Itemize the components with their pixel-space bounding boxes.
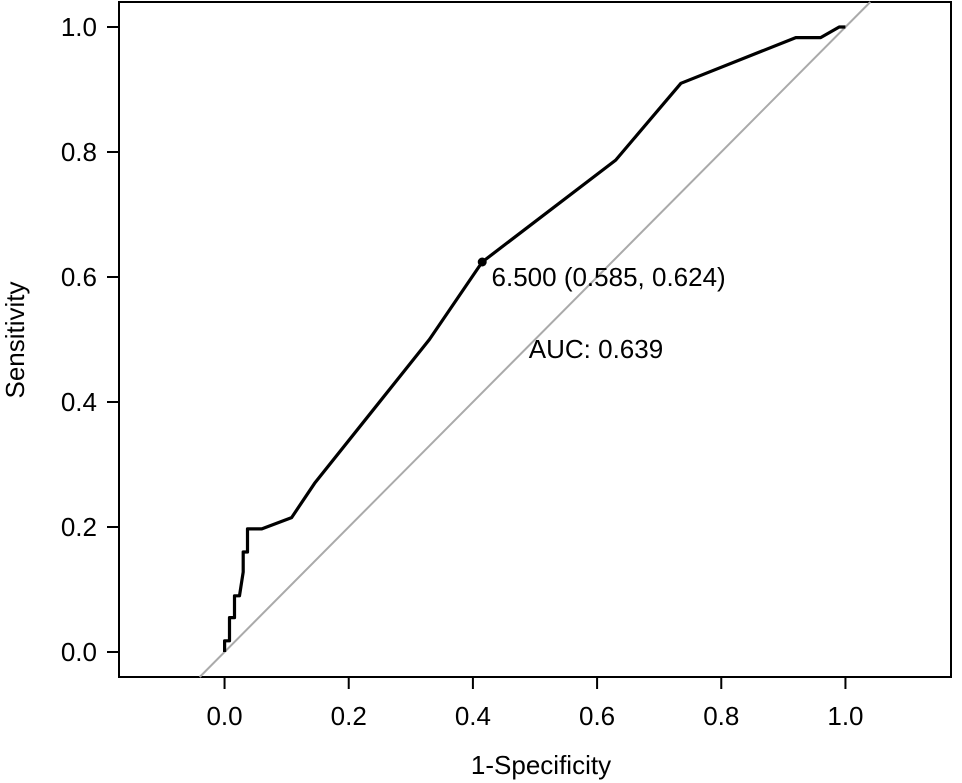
auc-annotation: AUC: 0.639 [529,334,663,364]
y-axis-title: Sensitivity [0,281,30,398]
x-tick-label: 0.6 [579,701,615,731]
x-tick-label: 0.2 [331,701,367,731]
y-tick-label: 0.2 [61,512,97,542]
y-tick-label: 1.0 [61,12,97,42]
y-tick-label: 0.0 [61,637,97,667]
y-tick-label: 0.4 [61,387,97,417]
reference-layer [198,1,872,678]
y-tick-label: 0.8 [61,137,97,167]
optimal-cutoff-point [477,257,487,267]
annotation-layer: 6.500 (0.585, 0.624) AUC: 0.639 [492,262,726,364]
x-tick-label: 0.0 [206,701,242,731]
reference-diagonal-line [198,1,872,678]
x-tick-label: 0.8 [703,701,739,731]
x-tick-label: 1.0 [827,701,863,731]
x-axis: 0.0 0.2 0.4 0.6 0.8 1.0 [206,676,864,731]
y-axis: 0.0 0.2 0.4 0.6 0.8 1.0 [61,12,120,667]
curve-layer [223,25,846,652]
roc-curve-line [223,25,846,652]
cutoff-annotation: 6.500 (0.585, 0.624) [492,262,726,292]
x-tick-label: 0.4 [455,701,491,731]
y-tick-label: 0.6 [61,262,97,292]
x-axis-title: 1-Specificity [471,750,611,780]
point-layer [477,257,487,267]
